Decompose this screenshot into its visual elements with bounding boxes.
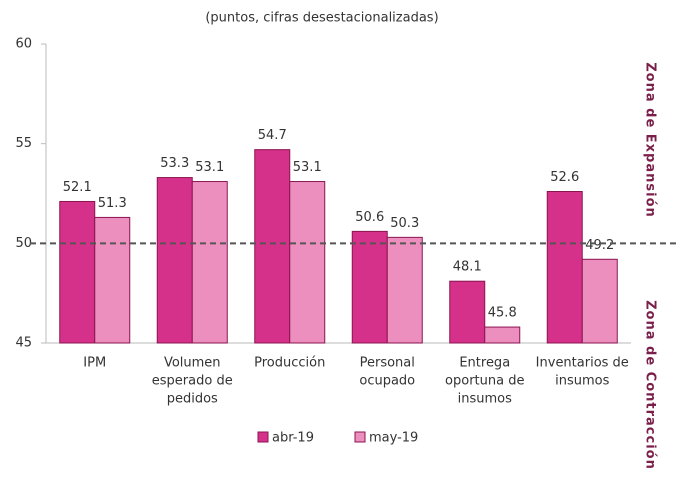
y-tick-label: 60 bbox=[15, 37, 32, 52]
legend-swatch bbox=[354, 431, 366, 443]
value-label: 53.1 bbox=[293, 160, 322, 175]
x-tick-label: Personal bbox=[360, 356, 415, 371]
x-tick-label: insumos bbox=[555, 374, 609, 389]
bar bbox=[254, 149, 291, 344]
bar bbox=[59, 200, 96, 344]
value-label: 52.1 bbox=[63, 180, 92, 195]
y-tick-label: 55 bbox=[15, 136, 32, 151]
bar bbox=[351, 230, 388, 344]
bar bbox=[449, 280, 486, 344]
value-label: 54.7 bbox=[258, 128, 287, 143]
x-tick-label: insumos bbox=[458, 392, 512, 407]
value-label: 49.2 bbox=[585, 238, 614, 253]
bar bbox=[191, 181, 228, 344]
y-tick-label: 45 bbox=[15, 336, 32, 351]
value-label: 53.3 bbox=[160, 156, 189, 171]
x-tick-label: ocupado bbox=[359, 374, 415, 389]
x-tick-label: Producción bbox=[254, 356, 325, 371]
legend-label: abr-19 bbox=[272, 431, 314, 446]
x-tick-label: Entrega bbox=[459, 356, 510, 371]
zone-label: Zona de Contracción bbox=[643, 300, 658, 470]
chart-subtitle: (puntos, cifras desestacionalizadas) bbox=[205, 11, 438, 26]
x-tick-label: esperado de bbox=[152, 374, 233, 389]
bar bbox=[156, 177, 193, 344]
value-label: 52.6 bbox=[550, 170, 579, 185]
x-tick-label: pedidos bbox=[167, 392, 218, 407]
bar bbox=[546, 191, 583, 344]
bar bbox=[484, 326, 521, 344]
legend-label: may-19 bbox=[369, 431, 418, 446]
value-label: 45.8 bbox=[488, 306, 517, 321]
bar bbox=[289, 181, 326, 344]
value-label: 51.3 bbox=[98, 196, 127, 211]
bar bbox=[581, 258, 618, 344]
value-label: 53.1 bbox=[195, 160, 224, 175]
value-label: 48.1 bbox=[453, 260, 482, 275]
x-tick-label: Inventarios de bbox=[536, 356, 629, 371]
value-label: 50.3 bbox=[390, 216, 419, 231]
legend-swatch bbox=[257, 431, 269, 443]
zone-label: Zona de Expansión bbox=[643, 62, 658, 218]
bar bbox=[386, 236, 423, 344]
x-tick-label: oportuna de bbox=[445, 374, 524, 389]
x-tick-label: IPM bbox=[83, 356, 106, 371]
bar bbox=[94, 216, 131, 344]
y-tick-label: 50 bbox=[15, 236, 32, 251]
x-tick-label: Volumen bbox=[164, 356, 221, 371]
value-label: 50.6 bbox=[355, 210, 384, 225]
